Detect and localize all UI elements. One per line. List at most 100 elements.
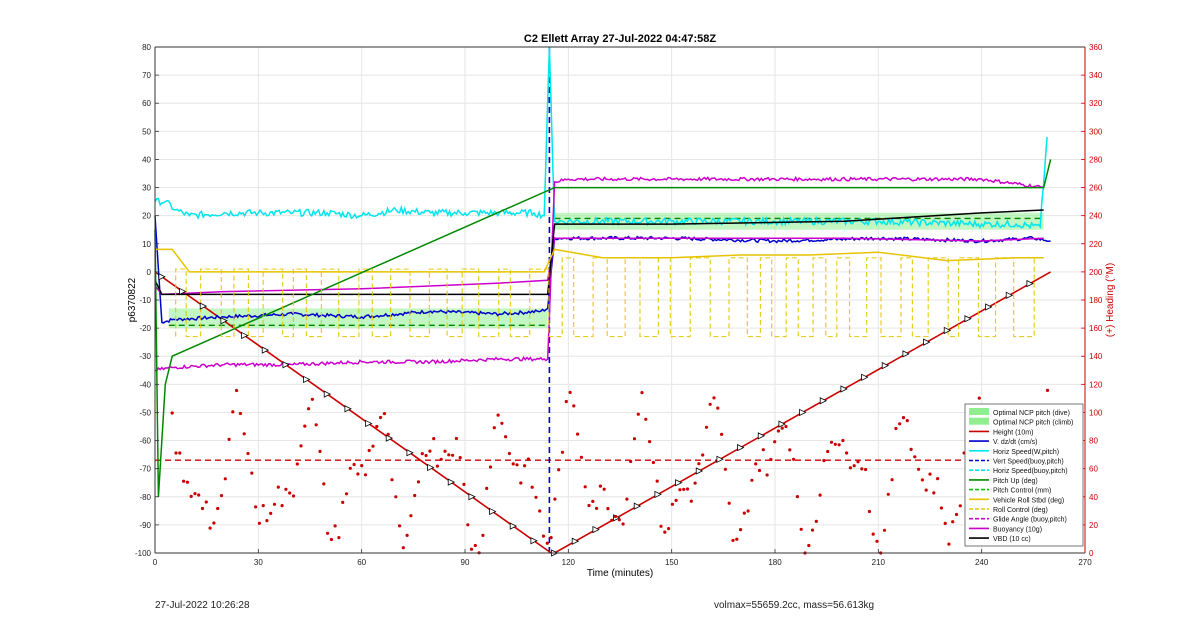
heading-dot bbox=[549, 536, 553, 540]
heading-dot bbox=[553, 497, 557, 501]
y2-tick-label: 80 bbox=[1089, 437, 1098, 446]
heading-dot bbox=[644, 417, 648, 421]
series-line-vbd-10-cc- bbox=[154, 209, 1044, 296]
height-marker bbox=[985, 303, 993, 311]
heading-dot bbox=[386, 432, 390, 436]
heading-dot bbox=[742, 511, 746, 515]
heading-dot bbox=[382, 412, 386, 416]
height-marker bbox=[303, 375, 311, 384]
legend-swatch bbox=[969, 408, 989, 415]
heading-dot bbox=[348, 466, 352, 470]
heading-dot bbox=[977, 396, 981, 400]
heading-dot bbox=[337, 536, 341, 540]
heading-dot bbox=[435, 464, 439, 468]
y-tick-label: 70 bbox=[142, 71, 151, 80]
heading-dot bbox=[299, 444, 303, 448]
heading-dot bbox=[254, 505, 258, 509]
heading-dot bbox=[223, 477, 227, 481]
heading-dot bbox=[924, 488, 928, 492]
heading-dot bbox=[678, 488, 682, 492]
heading-dot bbox=[504, 435, 508, 439]
heading-dot bbox=[655, 479, 659, 483]
heading-dot bbox=[519, 481, 523, 485]
x-tick-label: 120 bbox=[562, 558, 576, 567]
heading-dot bbox=[837, 443, 841, 447]
heading-dot bbox=[761, 448, 765, 452]
heading-dot bbox=[583, 485, 587, 489]
heading-dot bbox=[818, 493, 822, 497]
y2-tick-label: 320 bbox=[1089, 99, 1103, 108]
height-marker bbox=[241, 331, 249, 340]
y2-tick-label: 60 bbox=[1089, 465, 1098, 474]
height-marker bbox=[323, 390, 332, 398]
axes-layer: 0 30 60 90 120 150 180 210 240 270-100-90-80-70-6… bbox=[135, 43, 1103, 567]
heading-dot bbox=[909, 447, 913, 451]
legend-label: Pitch Control (mm) bbox=[993, 488, 1051, 495]
y-tick-label: -50 bbox=[139, 408, 151, 417]
heading-dot bbox=[951, 520, 955, 524]
legend-label: Horiz Speed(buoy,pitch) bbox=[993, 468, 1068, 475]
heading-dot bbox=[1045, 388, 1050, 392]
heading-dot bbox=[701, 453, 705, 457]
heading-dot bbox=[564, 399, 568, 404]
heading-dot bbox=[579, 455, 584, 459]
height-marker bbox=[737, 443, 745, 452]
legend-label: Vert Speed(buoy,pitch) bbox=[993, 459, 1064, 466]
heading-dot bbox=[178, 451, 182, 455]
heading-dot bbox=[257, 521, 261, 525]
y2-tick-label: 100 bbox=[1089, 408, 1103, 417]
y-tick-label: 50 bbox=[142, 127, 151, 136]
heading-dot bbox=[792, 457, 796, 461]
heading-dot bbox=[685, 487, 690, 491]
heading-dot bbox=[272, 502, 277, 506]
x-axis-label: Time (minutes) bbox=[587, 568, 653, 579]
grid-layer bbox=[154, 46, 1086, 554]
series-line-vehicle-roll-stbd-deg- bbox=[155, 248, 1044, 273]
heading-dot bbox=[379, 415, 383, 420]
heading-dot bbox=[560, 450, 565, 454]
heading-dot bbox=[492, 426, 496, 430]
series-line-horiz-speed-w-pitch- bbox=[154, 46, 1048, 230]
series-line-glide-angle-buoy-pitch- bbox=[154, 175, 1044, 372]
heading-dot bbox=[231, 410, 235, 414]
heading-dot bbox=[867, 509, 872, 514]
heading-dot bbox=[488, 465, 493, 469]
height-marker bbox=[282, 361, 290, 369]
heading-dot bbox=[284, 487, 288, 491]
heading-dot bbox=[606, 507, 610, 511]
x-tick-label: 210 bbox=[872, 558, 886, 567]
heading-dot bbox=[659, 524, 663, 528]
y-tick-label: -100 bbox=[135, 549, 152, 558]
heading-dot bbox=[682, 487, 686, 491]
y-tick-label: -30 bbox=[139, 352, 151, 361]
heading-dot bbox=[322, 482, 326, 486]
heading-dot bbox=[265, 519, 269, 523]
heading-dot bbox=[894, 426, 898, 431]
legend-label: Optimal NCP pitch (climb) bbox=[993, 420, 1073, 427]
heading-dot bbox=[674, 498, 678, 502]
legend-label: Roll Control (deg) bbox=[993, 507, 1048, 514]
heading-dot bbox=[632, 437, 637, 441]
heading-dot bbox=[928, 472, 932, 476]
heading-dot bbox=[185, 480, 189, 484]
heading-dot bbox=[485, 486, 489, 490]
heading-dot bbox=[238, 411, 242, 416]
y2-tick-label: 300 bbox=[1089, 127, 1103, 136]
height-marker bbox=[468, 493, 476, 501]
y2-tick-label: 260 bbox=[1089, 184, 1103, 193]
heading-dot bbox=[511, 462, 515, 466]
legend-label: VBD (10 cc) bbox=[993, 536, 1031, 543]
heading-dot bbox=[182, 479, 186, 483]
heading-dot bbox=[625, 497, 629, 501]
heading-dot bbox=[629, 459, 633, 464]
heading-dot bbox=[621, 522, 625, 526]
heading-dot bbox=[405, 533, 409, 538]
heading-dot bbox=[375, 424, 379, 429]
y-tick-label: 10 bbox=[142, 240, 151, 249]
heading-dot bbox=[841, 438, 845, 443]
height-marker bbox=[385, 434, 394, 442]
y-tick-label: -40 bbox=[139, 380, 151, 389]
heading-dot bbox=[648, 440, 652, 444]
heading-dot bbox=[610, 518, 614, 522]
heading-dot bbox=[557, 468, 561, 472]
